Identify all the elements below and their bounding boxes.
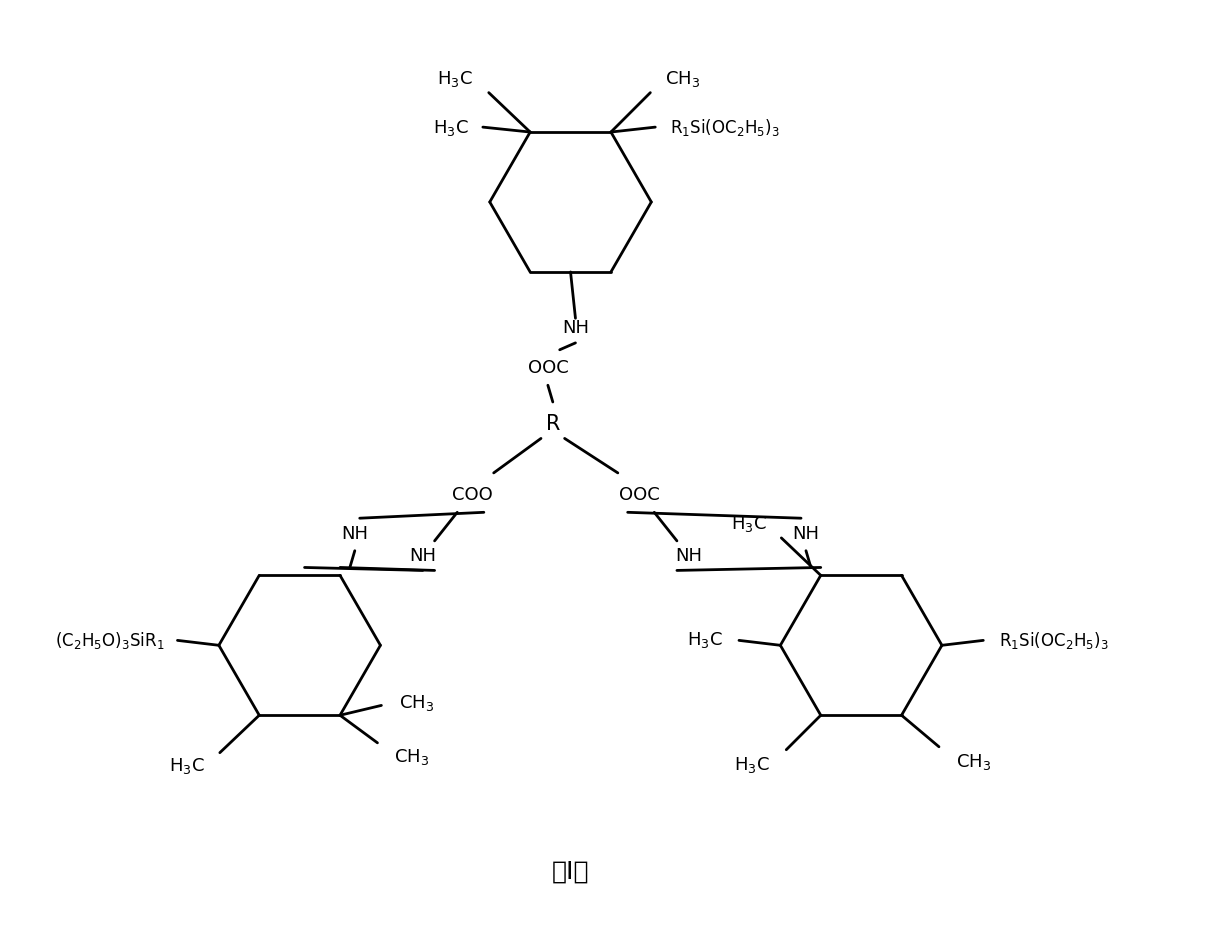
Text: H$_3$C: H$_3$C bbox=[438, 69, 473, 89]
Text: CH$_3$: CH$_3$ bbox=[956, 752, 991, 772]
Text: R$_1$Si(OC$_2$H$_5$)$_3$: R$_1$Si(OC$_2$H$_5$)$_3$ bbox=[999, 630, 1109, 651]
Text: R: R bbox=[545, 413, 560, 434]
Text: H$_3$C: H$_3$C bbox=[687, 631, 724, 650]
Text: (C$_2$H$_5$O)$_3$SiR$_1$: (C$_2$H$_5$O)$_3$SiR$_1$ bbox=[55, 630, 165, 651]
Text: （I）: （I） bbox=[551, 860, 589, 884]
Text: NH: NH bbox=[562, 319, 589, 337]
Text: H$_3$C: H$_3$C bbox=[731, 514, 766, 534]
Text: COO: COO bbox=[452, 485, 492, 504]
Text: CH$_3$: CH$_3$ bbox=[399, 693, 434, 714]
Text: OOC: OOC bbox=[619, 485, 659, 504]
Text: R$_1$Si(OC$_2$H$_5$)$_3$: R$_1$Si(OC$_2$H$_5$)$_3$ bbox=[670, 117, 779, 137]
Text: CH$_3$: CH$_3$ bbox=[394, 746, 429, 767]
Text: NH: NH bbox=[342, 525, 368, 543]
Text: OOC: OOC bbox=[527, 358, 568, 377]
Text: NH: NH bbox=[793, 525, 819, 543]
Text: NH: NH bbox=[410, 547, 436, 564]
Text: CH$_3$: CH$_3$ bbox=[665, 69, 701, 89]
Text: H$_3$C: H$_3$C bbox=[433, 118, 469, 138]
Text: H$_3$C: H$_3$C bbox=[170, 757, 205, 776]
Text: NH: NH bbox=[675, 547, 702, 564]
Text: H$_3$C: H$_3$C bbox=[733, 755, 770, 774]
